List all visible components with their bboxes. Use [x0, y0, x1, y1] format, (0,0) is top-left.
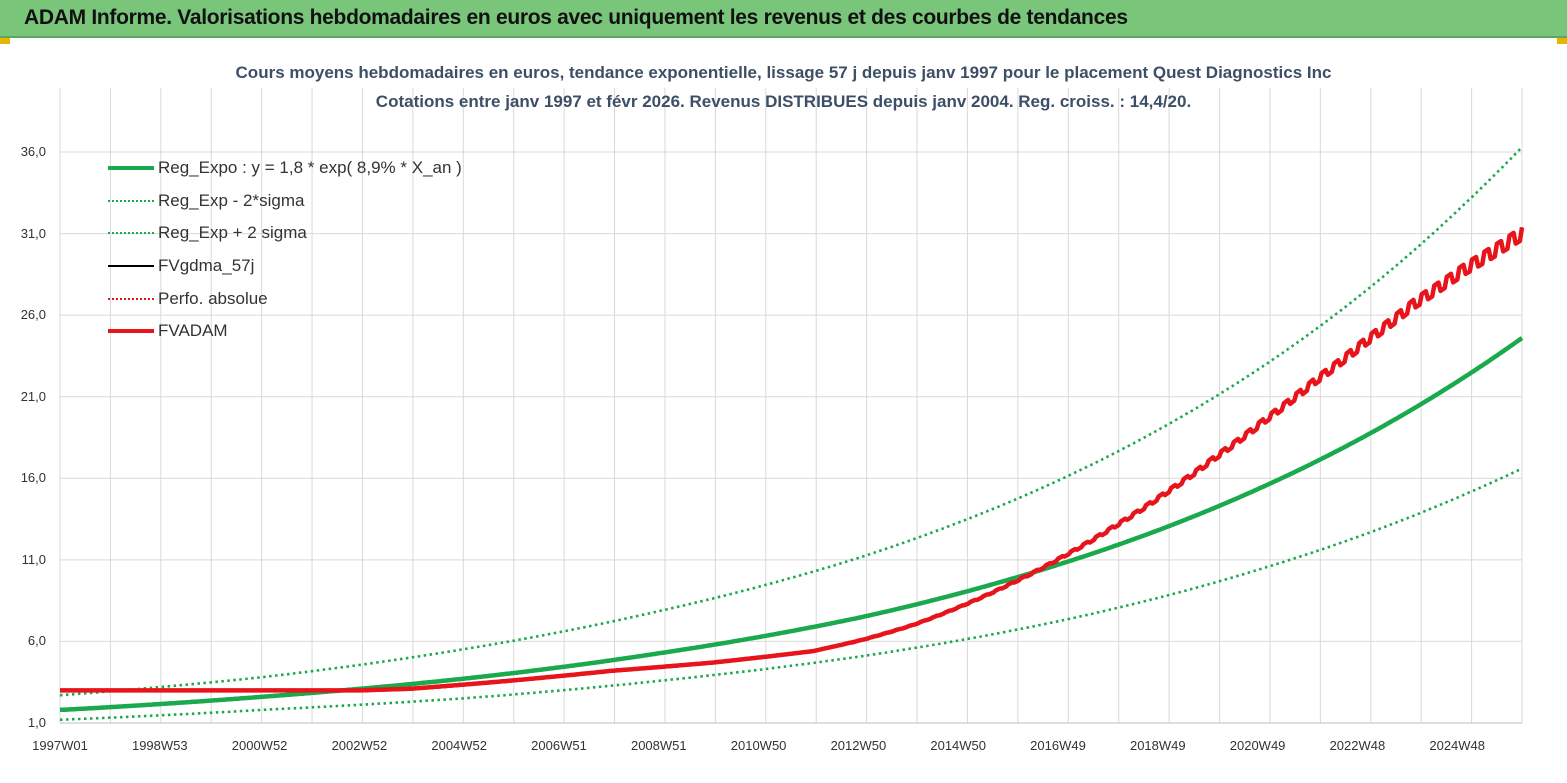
legend-label: FVgdma_57j	[158, 256, 255, 276]
x-tick-label: 1997W01	[32, 738, 88, 753]
legend-label: Perfo. absolue	[158, 288, 268, 308]
x-tick-label: 1998W53	[131, 738, 188, 753]
legend-item[interactable]: Reg_Expo : y = 1,8 * exp( 8,9% * X_an )	[108, 152, 462, 185]
line-chart[interactable]	[0, 40, 1567, 783]
y-tick-label: 31,0	[20, 225, 46, 241]
chart-grid	[59, 88, 1523, 724]
legend-item[interactable]: Reg_Exp + 2 sigma	[108, 217, 462, 250]
legend-item[interactable]: Perfo. absolue	[108, 282, 462, 315]
x-tick-label: 2010W50	[730, 738, 787, 753]
y-tick-label: 36,0	[20, 144, 46, 159]
x-tick-label: 2006W51	[531, 738, 587, 753]
legend-swatch	[108, 329, 154, 334]
series-line-4	[60, 227, 1524, 692]
x-tick-label: 2012W50	[830, 738, 887, 753]
report-header: ADAM Informe. Valorisations hebdomadaire…	[0, 0, 1567, 38]
chart-legend[interactable]: Reg_Expo : y = 1,8 * exp( 8,9% * X_an ) R…	[108, 152, 462, 348]
cell-corner-marker	[0, 38, 10, 44]
legend-swatch	[108, 232, 154, 235]
series-line-1	[60, 467, 1523, 722]
x-tick-label: 2022W48	[1329, 738, 1386, 753]
y-tick-label: 11,0	[21, 551, 46, 567]
legend-item[interactable]: FVADAM	[108, 315, 462, 348]
x-tick-label: 2018W49	[1129, 738, 1186, 753]
x-tick-label: 2016W49	[1030, 738, 1086, 753]
x-tick-label: 2000W52	[231, 738, 288, 753]
legend-label: Reg_Exp + 2 sigma	[158, 223, 307, 243]
y-tick-label: 1,0	[27, 715, 46, 730]
chart-subtitle: Cotations entre janv 1997 et févr 2026. …	[375, 92, 1192, 111]
y-tick-label: 21,0	[20, 388, 46, 404]
legend-swatch	[108, 265, 154, 268]
chart-series	[59, 146, 1525, 722]
report-title: ADAM Informe. Valorisations hebdomadaire…	[24, 6, 1128, 29]
x-tick-label: 2004W52	[431, 738, 488, 753]
legend-swatch	[108, 166, 154, 171]
y-tick-label: 26,0	[20, 307, 46, 323]
x-tick-label: 2008W51	[630, 738, 687, 753]
x-tick-label: 2002W52	[331, 738, 388, 753]
x-tick-label: 2024W48	[1429, 738, 1486, 753]
y-tick-label: 6,0	[27, 633, 46, 649]
legend-label: FVADAM	[158, 321, 228, 341]
y-tick-label: 16,0	[20, 470, 46, 486]
cell-corner-marker	[1557, 38, 1567, 44]
chart-title: Cours moyens hebdomadaires en euros, ten…	[235, 63, 1332, 82]
legend-label: Reg_Expo : y = 1,8 * exp( 8,9% * X_an )	[158, 158, 462, 178]
legend-label: Reg_Exp - 2*sigma	[158, 190, 305, 210]
series-line-2	[59, 146, 1523, 697]
legend-item[interactable]: Reg_Exp - 2*sigma	[108, 185, 462, 218]
legend-swatch	[108, 199, 154, 202]
x-tick-label: 2014W50	[930, 738, 987, 753]
legend-swatch	[108, 297, 154, 300]
legend-item[interactable]: FVgdma_57j	[108, 250, 462, 283]
series-line-0	[59, 336, 1524, 713]
x-tick-label: 2020W49	[1229, 738, 1286, 753]
